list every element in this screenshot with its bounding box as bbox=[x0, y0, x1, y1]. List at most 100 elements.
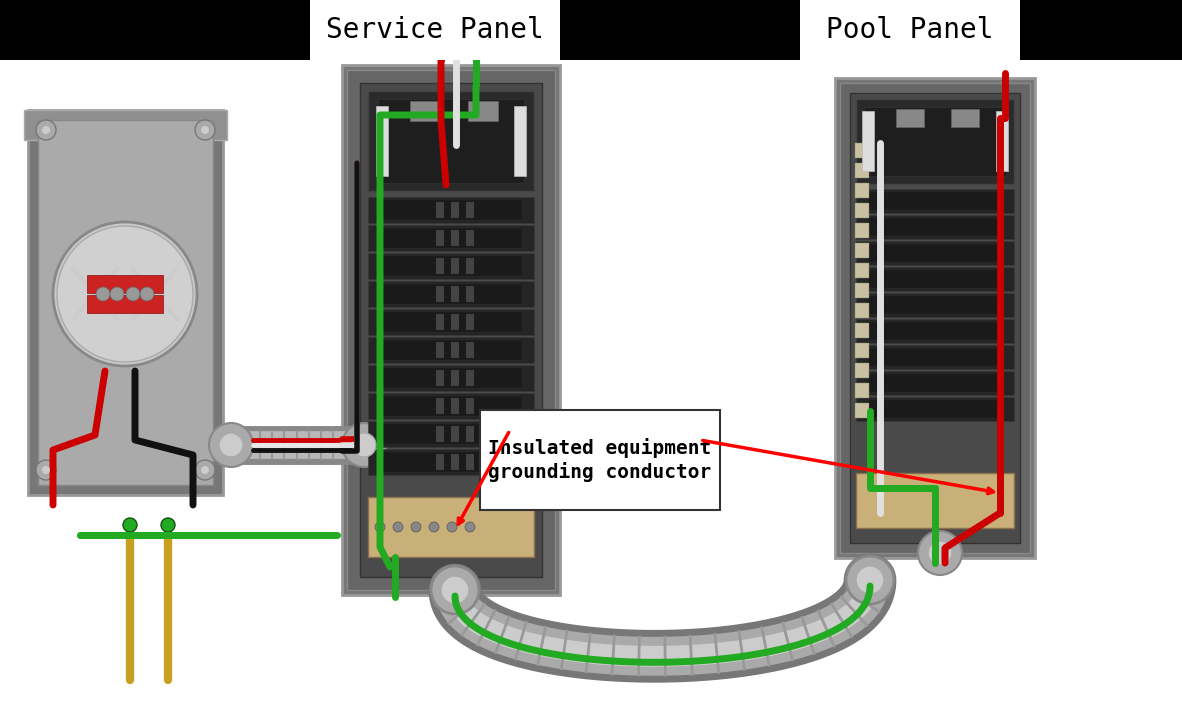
Bar bbox=[868, 348, 1002, 366]
Bar bbox=[855, 143, 869, 158]
Circle shape bbox=[126, 287, 139, 301]
Circle shape bbox=[447, 522, 457, 532]
Bar bbox=[38, 120, 213, 485]
Bar bbox=[452, 426, 459, 442]
Bar bbox=[368, 91, 534, 191]
Bar bbox=[855, 303, 869, 318]
Bar bbox=[310, 0, 560, 60]
Bar bbox=[436, 342, 444, 358]
Bar bbox=[466, 342, 474, 358]
Bar bbox=[856, 345, 1014, 369]
Bar bbox=[855, 203, 869, 218]
Bar bbox=[368, 421, 534, 447]
Bar bbox=[466, 314, 474, 330]
Bar bbox=[436, 230, 444, 246]
Bar bbox=[514, 106, 526, 176]
Bar bbox=[855, 183, 869, 198]
Bar bbox=[856, 215, 1014, 239]
Bar bbox=[466, 454, 474, 470]
Bar bbox=[856, 99, 1014, 184]
Bar bbox=[855, 283, 869, 298]
Bar bbox=[436, 202, 444, 218]
Circle shape bbox=[161, 518, 175, 532]
Bar bbox=[436, 314, 444, 330]
Bar bbox=[868, 244, 1002, 262]
Circle shape bbox=[35, 460, 56, 480]
Circle shape bbox=[431, 566, 479, 614]
Bar bbox=[856, 293, 1014, 317]
Bar bbox=[368, 337, 534, 363]
Circle shape bbox=[928, 541, 952, 565]
Bar bbox=[436, 426, 444, 442]
Bar bbox=[452, 314, 459, 330]
Bar bbox=[868, 192, 1002, 210]
Bar bbox=[466, 286, 474, 302]
Circle shape bbox=[441, 576, 469, 604]
Bar bbox=[28, 110, 223, 495]
Bar bbox=[466, 426, 474, 442]
Bar bbox=[87, 295, 163, 313]
Bar bbox=[379, 424, 522, 444]
Bar bbox=[368, 225, 534, 251]
Bar bbox=[452, 230, 459, 246]
Bar bbox=[855, 403, 869, 418]
Bar bbox=[856, 267, 1014, 291]
Bar bbox=[856, 319, 1014, 343]
Bar bbox=[855, 263, 869, 278]
Bar bbox=[436, 286, 444, 302]
Circle shape bbox=[201, 466, 209, 474]
Circle shape bbox=[96, 287, 110, 301]
Text: Service Panel: Service Panel bbox=[326, 16, 544, 44]
Bar bbox=[87, 275, 163, 293]
Bar bbox=[855, 343, 869, 358]
Circle shape bbox=[201, 126, 209, 134]
Bar bbox=[856, 189, 1014, 213]
Circle shape bbox=[57, 226, 193, 362]
Bar bbox=[379, 368, 522, 388]
Bar bbox=[368, 497, 534, 557]
Bar bbox=[868, 218, 1002, 236]
Bar bbox=[379, 312, 522, 332]
Text: Pool Panel: Pool Panel bbox=[826, 16, 994, 44]
Circle shape bbox=[209, 423, 253, 467]
Bar bbox=[452, 258, 459, 274]
Bar bbox=[840, 83, 1030, 553]
Bar bbox=[950, 109, 979, 127]
Circle shape bbox=[195, 120, 215, 140]
Bar bbox=[379, 200, 522, 220]
Bar bbox=[348, 70, 556, 590]
Bar bbox=[452, 454, 459, 470]
Bar bbox=[868, 322, 1002, 340]
Bar bbox=[864, 107, 1006, 176]
Bar bbox=[850, 93, 1020, 543]
Bar bbox=[996, 111, 1008, 171]
Circle shape bbox=[918, 531, 962, 575]
Text: Insulated equipment
grounding conductor: Insulated equipment grounding conductor bbox=[488, 439, 712, 481]
Bar bbox=[834, 78, 1035, 558]
Circle shape bbox=[856, 566, 884, 594]
Bar bbox=[379, 228, 522, 248]
Bar bbox=[855, 223, 869, 238]
Circle shape bbox=[195, 460, 215, 480]
Circle shape bbox=[110, 287, 124, 301]
Circle shape bbox=[846, 556, 894, 604]
Bar bbox=[368, 197, 534, 223]
Bar bbox=[368, 393, 534, 419]
Bar bbox=[376, 106, 388, 176]
Bar bbox=[436, 258, 444, 274]
Bar bbox=[855, 363, 869, 378]
Bar bbox=[368, 281, 534, 307]
Circle shape bbox=[411, 522, 421, 532]
Circle shape bbox=[35, 120, 56, 140]
Circle shape bbox=[429, 522, 439, 532]
Circle shape bbox=[123, 518, 137, 532]
Bar bbox=[436, 398, 444, 414]
Bar bbox=[452, 398, 459, 414]
Circle shape bbox=[392, 522, 403, 532]
Circle shape bbox=[43, 466, 50, 474]
Bar bbox=[896, 109, 923, 127]
Bar bbox=[379, 340, 522, 360]
Bar bbox=[855, 163, 869, 178]
Bar bbox=[379, 256, 522, 276]
Bar bbox=[466, 258, 474, 274]
